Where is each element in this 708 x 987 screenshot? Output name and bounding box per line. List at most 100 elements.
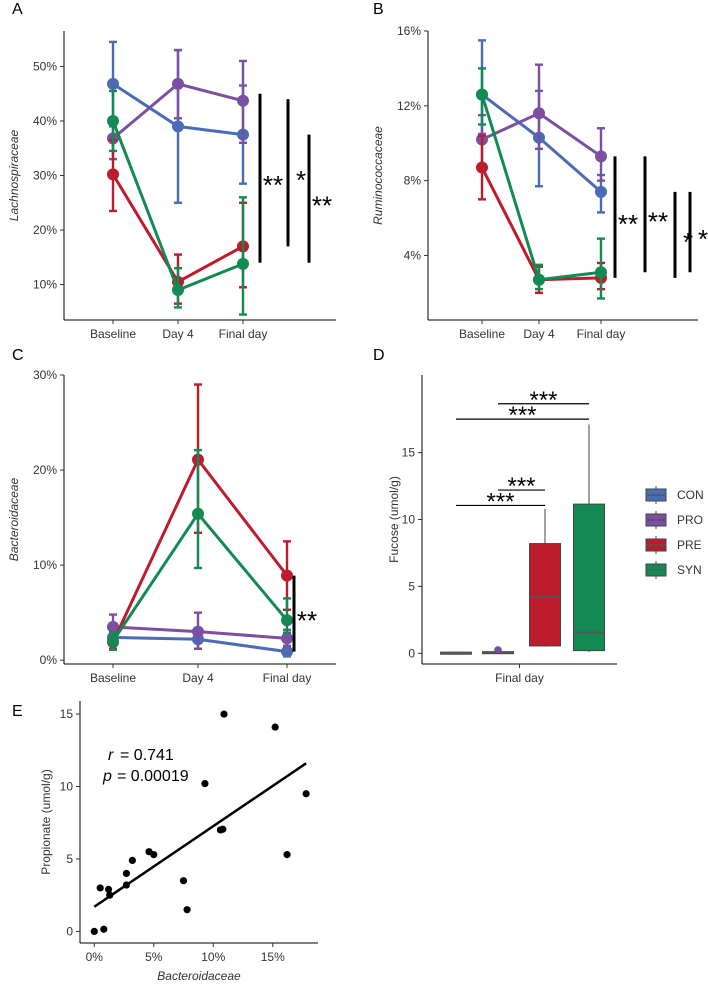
data-point <box>302 790 310 798</box>
panel-label: A <box>12 1 23 18</box>
y-tick-label: 4% <box>404 248 422 262</box>
box-pre <box>529 508 561 647</box>
y-tick-label: 40% <box>33 114 57 128</box>
panel-label: B <box>373 1 384 18</box>
legend-label: PRO <box>677 513 703 527</box>
data-point <box>595 185 607 198</box>
data-point <box>219 825 227 833</box>
x-tick-label: Final day <box>263 671 312 685</box>
x-tick-label: Baseline <box>90 671 136 685</box>
x-tick-label: Day 4 <box>182 671 214 685</box>
data-point <box>107 114 119 127</box>
x-tick-label: 0% <box>86 950 104 964</box>
y-tick-label: 30% <box>33 169 57 183</box>
series-line <box>480 166 602 282</box>
significance-label: * <box>296 165 306 195</box>
data-point <box>281 614 293 627</box>
panel-e: E 0 5 10 15 0% 5% 10% 15% Bacteroidaceae Propionat… <box>12 701 318 983</box>
y-tick-label: 8% <box>404 174 422 188</box>
data-point <box>595 150 607 163</box>
y-axis-title: Lachnospiraceae <box>7 129 21 221</box>
y-tick-label: 0% <box>40 653 58 667</box>
x-axis-title: Final day <box>495 671 544 685</box>
legend-item-con: CON <box>645 486 704 504</box>
y-tick-label: 20% <box>33 223 57 237</box>
box-body <box>529 543 561 647</box>
data-point <box>107 635 119 648</box>
regression-line <box>93 762 307 908</box>
data-point <box>281 632 293 645</box>
series-syn <box>476 67 607 300</box>
data-point <box>281 569 293 582</box>
data-point <box>476 161 488 174</box>
data-point <box>237 94 249 107</box>
y-tick-label: 16% <box>397 24 421 38</box>
annotation-r-value: = 0.741 <box>120 747 174 764</box>
data-point <box>183 906 191 914</box>
data-point <box>220 710 228 718</box>
error-bar <box>535 63 543 151</box>
data-point <box>192 507 204 520</box>
y-tick-label: 15 <box>402 446 416 460</box>
data-point <box>107 168 119 181</box>
panel-b: B 4% 8% 12% 16% Baseline Day 4 Final day Ruminoc… <box>371 1 708 341</box>
x-tick-label: Final day <box>219 327 268 341</box>
data-point <box>90 927 98 936</box>
significance-label: ** <box>263 170 283 200</box>
data-point <box>172 77 184 90</box>
significance-label: ** <box>618 209 638 239</box>
significance-label: * <box>698 224 708 254</box>
legend-item-pro: PRO <box>645 511 703 529</box>
data-point <box>476 88 488 101</box>
data-point <box>533 273 545 286</box>
panel-label: E <box>12 703 23 720</box>
data-point <box>104 885 113 893</box>
significance-label: *** <box>529 387 557 414</box>
series-line <box>111 456 289 643</box>
data-point <box>172 120 184 133</box>
data-point <box>122 869 131 878</box>
data-point <box>107 620 119 633</box>
legend-label: CON <box>677 488 704 502</box>
x-tick-label: Day 4 <box>162 327 194 341</box>
panel-c: C 0% 10% 20% 30% Baseline Day 4 Final day Bacter… <box>7 347 336 685</box>
outlier-point <box>494 646 502 654</box>
x-tick-label: Baseline <box>90 327 136 341</box>
series-pro <box>476 63 607 182</box>
y-tick-label: 0 <box>408 646 415 660</box>
y-tick-label: 50% <box>33 59 57 73</box>
y-axis-title: Bacteroidaceae <box>7 477 21 561</box>
legend-item-syn: SYN <box>645 561 702 579</box>
data-point <box>107 77 119 90</box>
y-tick-label: 12% <box>397 99 421 113</box>
panel-label: C <box>12 347 24 364</box>
x-tick-label: 10% <box>201 950 225 964</box>
annotation-p-value: = 0.00019 <box>117 768 189 785</box>
data-point <box>150 851 158 859</box>
y-tick-label: 0 <box>66 924 73 938</box>
error-bar <box>239 196 247 316</box>
significance-label: ** <box>648 206 668 236</box>
series-syn <box>107 89 249 316</box>
box-pro <box>482 646 514 655</box>
box-body <box>573 503 605 652</box>
annotation-p-label: p <box>102 768 112 785</box>
legend-item-pre: PRE <box>645 536 702 554</box>
y-tick-label: 10% <box>33 278 57 292</box>
x-tick-label: Final day <box>577 327 626 341</box>
data-point <box>595 266 607 279</box>
x-axis-title: Bacteroidaceae <box>157 969 241 983</box>
y-axis-title: Propionate (umol/g) <box>39 769 53 874</box>
data-point <box>283 851 291 859</box>
x-tick-label: 15% <box>261 950 285 964</box>
y-tick-label: 5 <box>408 579 415 593</box>
data-point <box>237 257 249 270</box>
data-point <box>281 645 293 658</box>
data-point <box>96 884 104 892</box>
data-point <box>179 877 188 885</box>
legend-label: PRE <box>677 538 702 552</box>
significance-label: *** <box>486 488 514 515</box>
data-point <box>201 779 209 788</box>
significance-label: * <box>683 227 693 257</box>
